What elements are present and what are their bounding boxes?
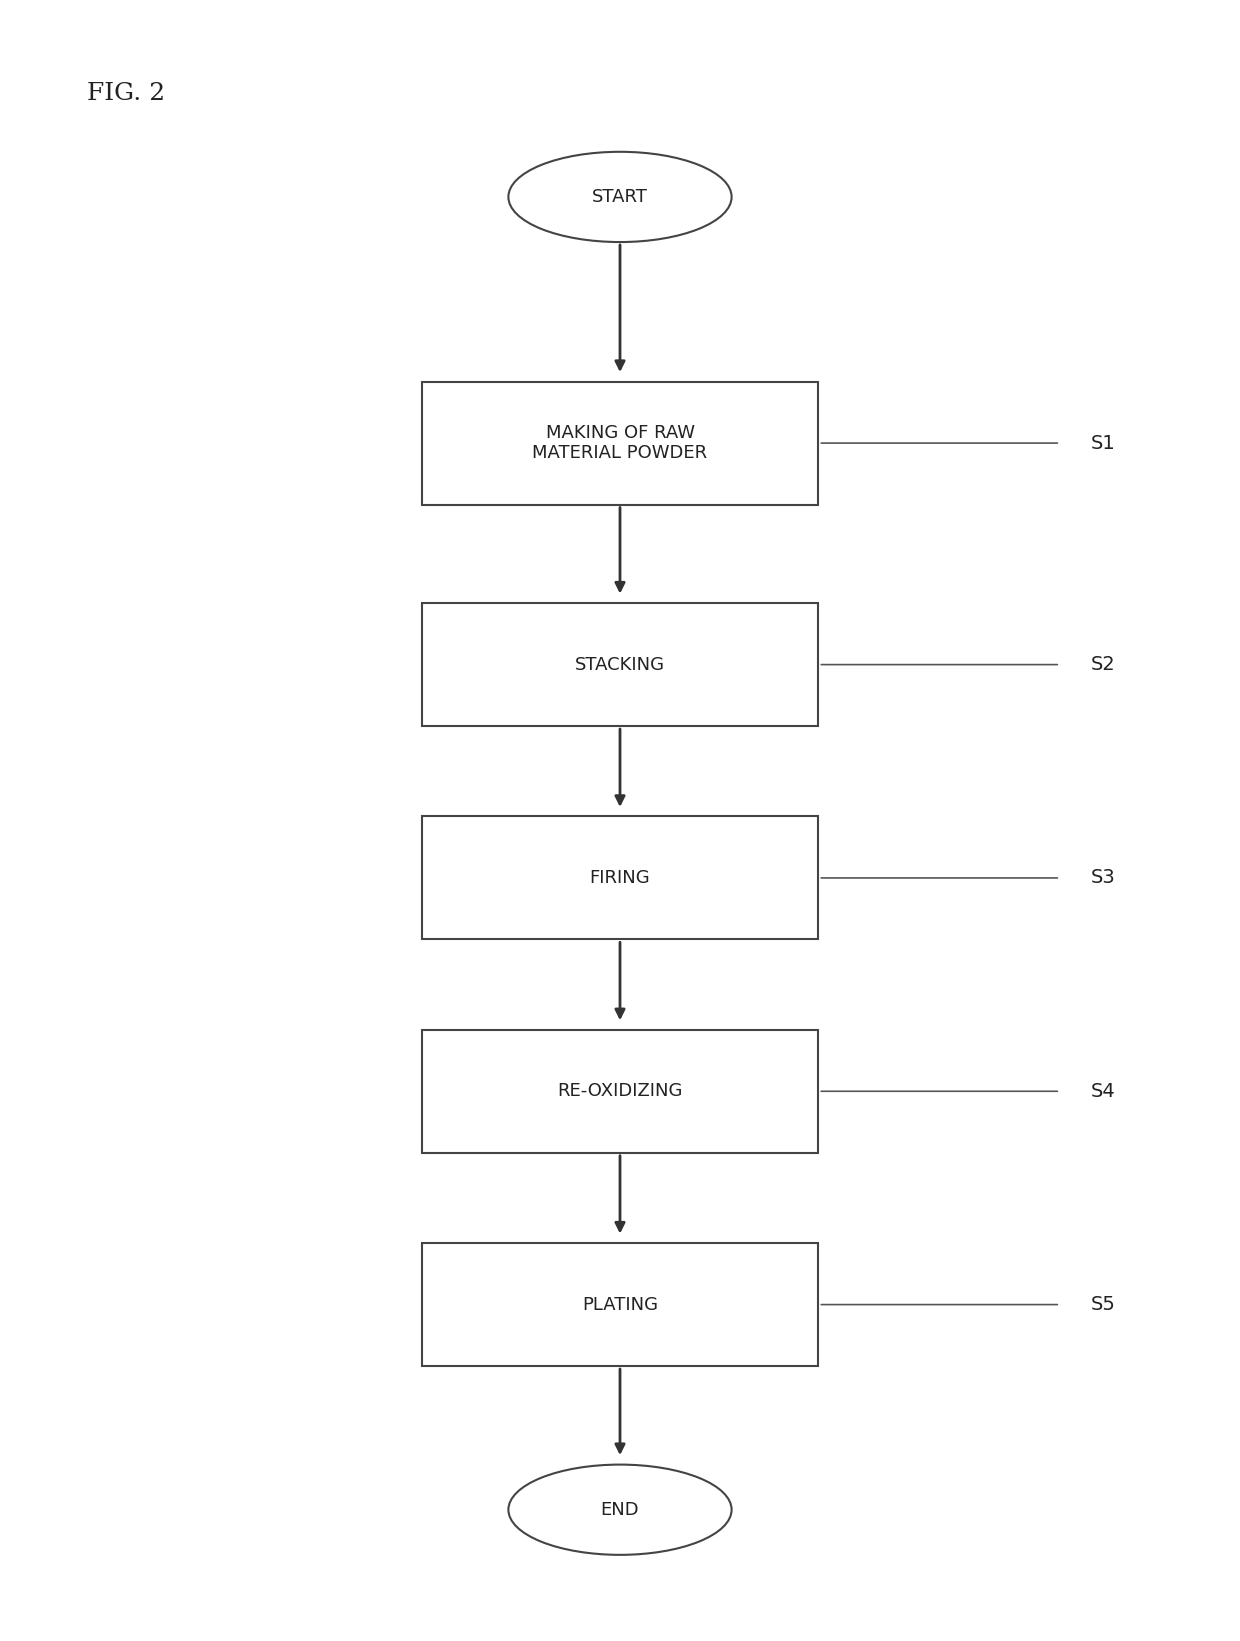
Text: MAKING OF RAW
MATERIAL POWDER: MAKING OF RAW MATERIAL POWDER bbox=[532, 423, 708, 463]
FancyBboxPatch shape bbox=[422, 1244, 818, 1365]
FancyBboxPatch shape bbox=[422, 381, 818, 505]
Text: S4: S4 bbox=[1091, 1081, 1116, 1101]
Text: S2: S2 bbox=[1091, 655, 1116, 674]
Text: S3: S3 bbox=[1091, 868, 1116, 888]
FancyBboxPatch shape bbox=[422, 1031, 818, 1152]
Text: STACKING: STACKING bbox=[575, 656, 665, 673]
Text: END: END bbox=[600, 1502, 640, 1518]
Text: S1: S1 bbox=[1091, 433, 1116, 453]
Text: PLATING: PLATING bbox=[582, 1296, 658, 1313]
Text: FIRING: FIRING bbox=[590, 870, 650, 886]
Text: FIG. 2: FIG. 2 bbox=[87, 82, 165, 105]
Text: START: START bbox=[591, 189, 649, 205]
FancyBboxPatch shape bbox=[422, 604, 818, 725]
FancyBboxPatch shape bbox=[422, 816, 818, 939]
Text: S5: S5 bbox=[1091, 1295, 1116, 1314]
Ellipse shape bbox=[508, 1464, 732, 1556]
Text: RE-OXIDIZING: RE-OXIDIZING bbox=[557, 1083, 683, 1099]
Ellipse shape bbox=[508, 151, 732, 243]
